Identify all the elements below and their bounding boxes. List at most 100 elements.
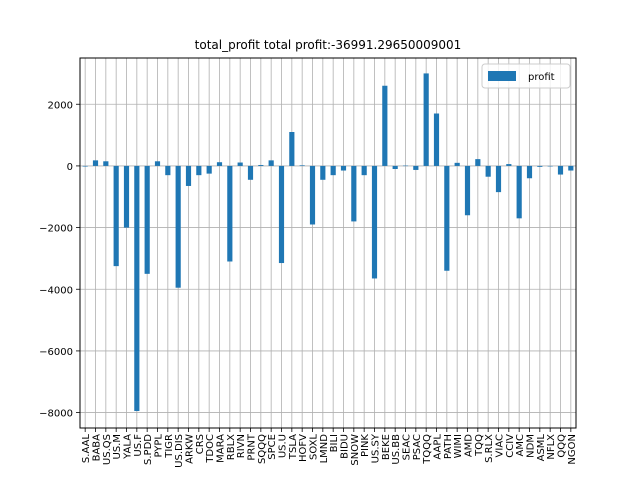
bar-US.SY — [371, 165, 378, 279]
bar-US.BIDU — [340, 165, 347, 171]
bar-US.NFLX — [547, 165, 553, 167]
bar-US.NGON — [568, 165, 574, 171]
bar-US.QQQ — [557, 165, 564, 175]
bar-US.SNOW — [351, 165, 357, 222]
bar-US.PATH — [444, 165, 450, 271]
axes-frame — [79, 57, 577, 429]
x-tick-label: LMND — [319, 434, 330, 464]
bar-US.NDM — [526, 165, 533, 179]
x-tick-label: RIVN — [236, 434, 247, 458]
legend-swatch — [488, 71, 516, 81]
bar-US.M — [113, 165, 119, 267]
x-tick-label: US.F — [133, 434, 144, 457]
bar-US.WIMI — [454, 162, 460, 166]
bar-US.RBLX — [227, 165, 233, 262]
x-tick-label: WIMI — [453, 434, 464, 458]
bar-US.SOXL — [309, 165, 316, 225]
x-tick-label: BEKE — [381, 434, 392, 460]
bar-US.PINK — [361, 165, 367, 176]
x-tick-label: S.PDD — [143, 434, 154, 465]
x-tick-label: NGON — [567, 434, 578, 465]
bar-US.PRNT — [247, 165, 254, 180]
x-tick-label: AAPL — [433, 434, 444, 460]
x-tick-label: NFLX — [546, 434, 557, 460]
x-tick-label: US.M — [112, 434, 123, 459]
x-tick-label: MARA — [216, 434, 227, 463]
bar-US.TDOC — [206, 165, 212, 174]
x-tick-label: CCIV — [505, 434, 516, 458]
x-tick-label: TIGR — [164, 434, 175, 459]
x-tick-label: QQQ — [557, 434, 568, 458]
x-tick-label: BILI — [329, 434, 340, 452]
bar-US.RLX — [485, 165, 491, 177]
x-tick-label: PATH — [443, 434, 454, 459]
y-tick-label: −8000 — [39, 409, 73, 420]
bar-US.SQQQ — [258, 164, 264, 166]
x-tick-label: SQQQ — [257, 434, 268, 464]
bar-US.CRS — [196, 165, 202, 176]
x-tick-label: US.QS — [102, 434, 113, 465]
x-tick-label: PRNT — [247, 433, 258, 460]
bar-US.AMD — [464, 165, 471, 216]
x-tick-label: ARKW — [185, 434, 196, 464]
bar-US.HOFV — [299, 165, 305, 166]
y-tick-label: 2000 — [48, 100, 73, 111]
legend-box — [481, 63, 571, 89]
bar-US.RIVN — [237, 162, 243, 166]
x-tick-label: BABA — [92, 434, 103, 462]
x-tick-label: SPCE — [267, 434, 278, 460]
bar-US.AAPL — [433, 113, 440, 166]
bar-US.F — [134, 165, 140, 412]
bar-US.ASML — [537, 165, 543, 167]
x-tick-label: TQQQ — [422, 434, 433, 465]
bar-US.QS — [103, 161, 109, 166]
x-tick-label: SOXL — [309, 434, 320, 460]
bar-US.PSAC — [413, 165, 419, 170]
x-tick-label: AMC — [515, 434, 526, 456]
x-tick-label: VIAC — [495, 434, 506, 457]
bar-US.AMC — [516, 165, 522, 219]
bar-US.ARKW — [185, 165, 192, 186]
x-tick-label: BIDU — [340, 434, 351, 459]
bar-US.BEKE — [382, 85, 388, 166]
x-tick-label: ASML — [536, 434, 547, 462]
y-tick-label: −6000 — [39, 347, 73, 358]
bar-US.BB — [392, 165, 398, 169]
bar-US.MARA — [216, 162, 223, 166]
bar-US.AAL — [82, 165, 88, 167]
x-tick-label: S.AAL — [81, 434, 92, 463]
bar-US.TIGR — [165, 165, 171, 176]
x-tick-label: US.SY — [371, 433, 382, 463]
bar-US.TQQ — [475, 159, 481, 166]
x-tick-label: PINK — [360, 434, 371, 457]
bars-layer — [82, 73, 574, 412]
bar-US.TQQQ — [423, 73, 429, 166]
bar-US.VIAC — [495, 165, 502, 193]
bar-US.YALA — [123, 165, 130, 228]
x-tick-label: YALA — [123, 434, 134, 460]
y-tick-label: 0 — [67, 162, 73, 173]
bar-US.BILI — [330, 165, 336, 176]
x-tick-label: SEAC — [402, 434, 413, 460]
x-tick-label: HOFV — [298, 434, 309, 462]
x-tick-label: CRS — [195, 434, 206, 454]
x-tick-label: NDM — [526, 434, 537, 458]
bar-US.SU — [278, 165, 285, 264]
x-tick-label: AMD — [464, 434, 475, 457]
bar-US.TSLA — [289, 132, 295, 166]
x-tick-label: US.BB — [391, 434, 402, 465]
bar-US.SEAC — [402, 165, 409, 167]
x-tick-label: PYPL — [154, 434, 165, 458]
bar-US.CCIV — [506, 164, 512, 166]
bar-US.SPCE — [268, 160, 274, 166]
legend-label: profit — [528, 72, 555, 83]
x-tick-label: US.DIS — [174, 434, 185, 468]
y-tick-label: −2000 — [39, 224, 73, 235]
x-tick-label: SNOW — [350, 434, 361, 466]
x-tick-label: RBLX — [226, 434, 237, 460]
chart-title: total_profit total profit:-36991.2965000… — [195, 38, 462, 52]
legend: profit — [481, 63, 571, 89]
x-tick-label: US.U — [278, 434, 289, 458]
